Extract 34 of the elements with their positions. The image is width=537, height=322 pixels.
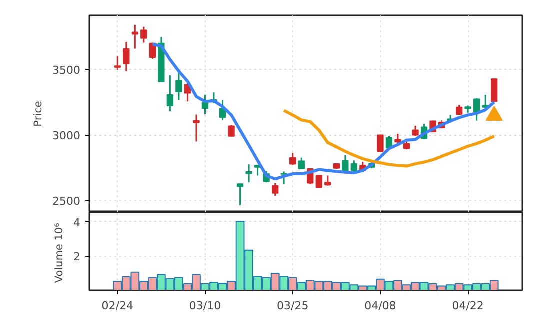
- candlestick: [316, 174, 322, 189]
- x-tick-label: 02/24: [102, 300, 134, 312]
- y-axis-title: Volume 10⁶: [54, 223, 66, 284]
- x-tick-label: 04/22: [452, 300, 484, 312]
- candlestick: [491, 78, 498, 103]
- candlestick: [123, 41, 130, 72]
- candlestick: [473, 98, 480, 122]
- candlestick: [140, 26, 148, 44]
- candlestick: [298, 157, 305, 170]
- y-tick-label: 4: [74, 216, 80, 230]
- candlestick: [193, 114, 200, 142]
- x-tick-label: 03/25: [277, 300, 309, 312]
- y-axis-title: Price: [32, 101, 45, 127]
- candlestick: [342, 154, 349, 172]
- candlestick: [272, 182, 279, 197]
- candlestick: [176, 72, 182, 101]
- y-tick-label: 2500: [52, 195, 81, 208]
- x-tick-label: 03/10: [189, 300, 222, 312]
- y-tick-label: 3500: [52, 64, 81, 77]
- candlestick: [350, 160, 358, 172]
- candlestick: [132, 24, 139, 50]
- candlestick: [236, 183, 244, 206]
- candlestick: [202, 94, 209, 116]
- candlestick: [246, 164, 252, 184]
- line-series: [282, 109, 496, 168]
- candlestick: [290, 152, 296, 166]
- candlestick: [166, 74, 174, 112]
- candlestick: [324, 174, 332, 187]
- y-tick-label: 3000: [52, 130, 81, 143]
- candlestick: [114, 55, 121, 71]
- candlestick: [377, 134, 384, 152]
- y-tick-label: 2: [74, 250, 80, 264]
- candlestick: [394, 133, 402, 145]
- x-tick-label: 04/08: [364, 300, 396, 312]
